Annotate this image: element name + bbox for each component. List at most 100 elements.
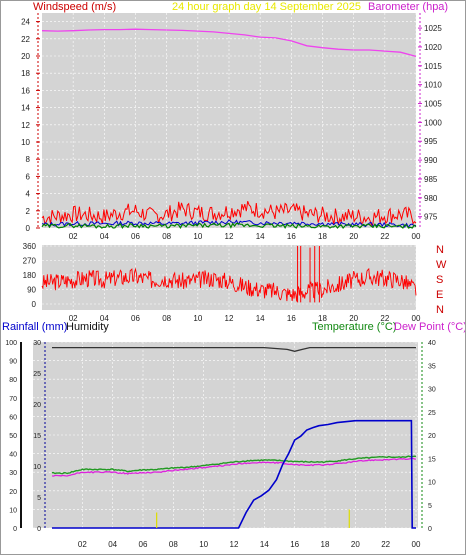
barometer-series [41, 28, 417, 58]
barometer-axis-title: Barometer (hpa) [368, 1, 448, 13]
temperature-y-tick-label: 30 [428, 387, 436, 394]
humidity-y-tick-label: 0 [13, 526, 17, 533]
humidity-y-tick-label: 90 [9, 359, 17, 366]
temperature-y-tick-label: 20 [428, 433, 436, 440]
direction-y-tick-label: 360 [23, 242, 37, 251]
direction-x-tick-label: 08 [162, 314, 171, 323]
compass-label: E [436, 289, 443, 301]
compass-label: N [436, 304, 444, 316]
compass-label: W [436, 259, 447, 271]
dewpoint-series [51, 457, 417, 477]
rain-temp-x-tick-label: 16 [290, 540, 299, 549]
humidity-y-tick-label: 20 [9, 489, 17, 496]
rain-y-tick-label: 20 [33, 402, 41, 409]
direction-y-tick-label: 90 [27, 286, 36, 295]
wind-x-tick-label: 22 [380, 232, 389, 241]
rain-y-tick-label: 15 [33, 433, 41, 440]
wind-y-tick-label: 0 [26, 224, 31, 233]
direction-x-tick-label: 22 [380, 314, 389, 323]
direction-x-tick-label: 00 [412, 314, 421, 323]
wind-y-tick-label: 20 [21, 52, 30, 61]
wind-y-tick-label: 4 [26, 190, 31, 199]
wind-x-tick-label: 00 [412, 232, 421, 241]
humidity-y-tick-label: 70 [9, 396, 17, 403]
rain-temp-x-tick-label: 04 [108, 540, 117, 549]
wind-y-tick-label: 6 [26, 172, 31, 181]
direction-x-tick-label: 02 [69, 314, 78, 323]
wind-y-tick-label: 2 [26, 207, 31, 216]
temperature-axis-title: Temperature (°C) [312, 321, 396, 333]
wind-x-tick-label: 04 [100, 232, 109, 241]
humidity-y-tick-label: 50 [9, 433, 17, 440]
direction-y-tick-label: 180 [23, 271, 37, 280]
humidity-y-tick-label: 100 [5, 340, 17, 347]
wind-speed-series [41, 222, 417, 230]
rain-temp-x-tick-label: 06 [139, 540, 148, 549]
direction-x-tick-label: 12 [225, 314, 234, 323]
barometer-y-tick-label: 995 [424, 137, 438, 146]
barometer-y-tick-label: 1005 [424, 100, 442, 109]
barometer-y-tick-label: 1020 [424, 43, 442, 52]
rain-temp-x-tick-label: 00 [412, 540, 421, 549]
rain-temp-x-tick-label: 22 [381, 540, 390, 549]
direction-x-tick-label: 18 [318, 314, 327, 323]
barometer-y-tick-label: 1015 [424, 62, 442, 71]
wind-average-series [41, 219, 417, 229]
temperature-y-tick-label: 5 [428, 503, 432, 510]
humidity-y-tick-label: 80 [9, 377, 17, 384]
wind-y-tick-label: 16 [21, 86, 30, 95]
direction-x-tick-label: 16 [287, 314, 296, 323]
rain-temp-x-tick-label: 02 [78, 540, 87, 549]
rain-temp-x-tick-label: 08 [169, 540, 178, 549]
wind-x-tick-label: 12 [225, 232, 234, 241]
barometer-y-tick-label: 985 [424, 175, 438, 184]
wind-direction-grid [42, 245, 417, 310]
wind-baro-plot-area [42, 13, 416, 228]
direction-x-tick-label: 06 [131, 314, 140, 323]
graph-date-title: 24 hour graph day 14 September 2025 [172, 1, 361, 13]
wind-y-tick-label: 8 [26, 155, 31, 164]
rain-temp-x-tick-label: 14 [260, 540, 269, 549]
barometer-y-tick-label: 1010 [424, 81, 442, 90]
temperature-y-tick-label: 40 [428, 340, 436, 347]
wind-x-tick-label: 20 [349, 232, 358, 241]
wind-x-tick-label: 16 [287, 232, 296, 241]
chart-marks [41, 28, 417, 529]
wind-x-tick-label: 06 [131, 232, 140, 241]
wind-y-tick-label: 22 [21, 35, 30, 44]
humidity-series [52, 346, 416, 352]
compass-label: N [436, 244, 444, 256]
temperature-series [51, 455, 417, 475]
direction-y-tick-label: 0 [32, 300, 37, 309]
humidity-y-tick-label: 40 [9, 452, 17, 459]
temperature-y-tick-label: 15 [428, 456, 436, 463]
rainfall-axis-title: Rainfall (mm) [2, 321, 67, 333]
humidity-y-tick-label: 10 [9, 507, 17, 514]
humidity-y-tick-label: 30 [9, 470, 17, 477]
rain-y-tick-label: 30 [33, 340, 41, 347]
humidity-y-tick-label: 60 [9, 414, 17, 421]
direction-x-tick-label: 04 [100, 314, 109, 323]
rain-temp-x-tick-label: 18 [321, 540, 330, 549]
temperature-y-tick-label: 25 [428, 410, 436, 417]
barometer-y-tick-label: 980 [424, 194, 438, 203]
barometer-y-tick-label: 975 [424, 213, 438, 222]
barometer-y-tick-label: 1000 [424, 118, 442, 127]
chart-labels: 0246810121416182022249759809859909951000… [5, 13, 447, 549]
rain-temp-x-tick-label: 12 [230, 540, 239, 549]
wind-axis-title: Windspeed (m/s) [33, 1, 116, 13]
temperature-y-tick-label: 0 [428, 526, 432, 533]
barometer-y-tick-label: 990 [424, 156, 438, 165]
rainfall-series [52, 419, 416, 529]
barometer-y-tick-label: 1025 [424, 24, 442, 33]
dewpoint-axis-title: Dew Point (°C) [394, 321, 466, 333]
direction-y-tick-label: 270 [23, 257, 37, 266]
wind-y-tick-label: 14 [21, 104, 30, 113]
temperature-y-tick-label: 35 [428, 363, 436, 370]
wind-x-tick-label: 02 [69, 232, 78, 241]
wind-direction-series [41, 267, 417, 302]
rain-temp-x-tick-label: 20 [351, 540, 360, 549]
wind-y-tick-label: 12 [21, 121, 30, 130]
